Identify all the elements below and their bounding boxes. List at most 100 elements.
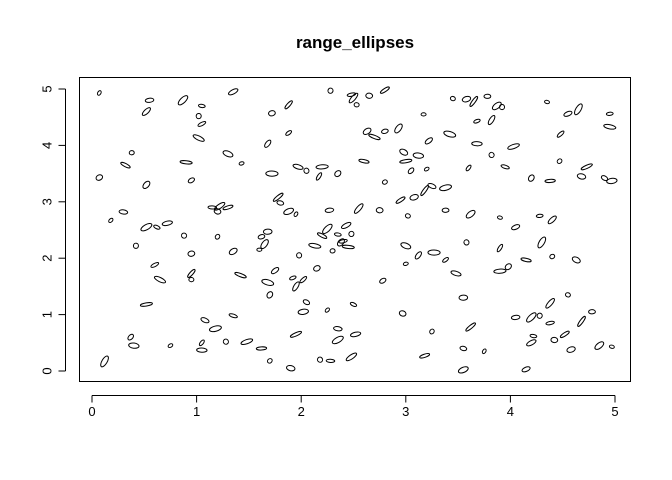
data-point xyxy=(365,92,374,99)
x-axis: 0 1 2 3 4 5 xyxy=(88,395,619,419)
data-point xyxy=(511,224,521,231)
data-point xyxy=(187,268,196,278)
data-point xyxy=(144,97,155,103)
data-point xyxy=(128,342,140,349)
data-point xyxy=(556,130,565,138)
data-point xyxy=(333,326,343,332)
data-point xyxy=(222,150,234,158)
data-point xyxy=(441,207,450,213)
data-point xyxy=(550,336,559,344)
data-point xyxy=(527,174,535,182)
data-point xyxy=(461,95,472,103)
data-point xyxy=(423,166,430,172)
data-point xyxy=(270,267,280,275)
data-point xyxy=(336,238,345,247)
data-point xyxy=(483,93,492,99)
data-point xyxy=(429,328,435,335)
data-point xyxy=(238,161,245,166)
data-point xyxy=(404,213,411,219)
data-point xyxy=(188,277,195,283)
data-point xyxy=(200,317,210,324)
data-point xyxy=(197,121,207,127)
data-point xyxy=(537,236,547,249)
data-point xyxy=(256,247,263,252)
data-point xyxy=(348,92,359,104)
data-point xyxy=(292,281,300,292)
x-tick-label: 0 xyxy=(88,404,95,419)
data-point xyxy=(463,239,470,246)
data-point xyxy=(487,114,496,126)
y-tick-label: 0 xyxy=(40,367,55,374)
data-point xyxy=(420,184,429,197)
data-point xyxy=(167,343,174,348)
data-point xyxy=(603,123,617,130)
x-tick-label: 3 xyxy=(402,404,409,419)
data-point xyxy=(266,291,274,299)
data-point xyxy=(118,209,129,215)
data-point xyxy=(588,309,596,315)
data-point xyxy=(608,344,615,349)
data-point xyxy=(316,232,328,239)
data-point xyxy=(469,95,479,107)
data-point xyxy=(308,242,322,249)
y-tick-label: 4 xyxy=(40,142,55,149)
data-point xyxy=(481,348,487,355)
data-points xyxy=(95,86,618,374)
data-point xyxy=(108,217,114,224)
data-point xyxy=(510,314,521,321)
data-point xyxy=(526,312,537,323)
data-point xyxy=(496,215,503,220)
data-point xyxy=(520,257,532,263)
data-point xyxy=(286,364,296,372)
x-tick-label: 1 xyxy=(193,404,200,419)
data-point xyxy=(488,151,495,159)
data-point xyxy=(465,164,472,172)
data-point xyxy=(266,358,273,364)
data-point xyxy=(340,221,352,230)
y-tick-label: 2 xyxy=(40,255,55,262)
data-point xyxy=(276,200,285,206)
data-point xyxy=(379,86,390,94)
data-point xyxy=(535,213,544,219)
data-point xyxy=(120,161,131,169)
data-point xyxy=(222,204,234,211)
data-point xyxy=(504,263,512,271)
data-point xyxy=(96,90,102,96)
data-point xyxy=(140,222,153,232)
data-point xyxy=(180,232,188,239)
data-point xyxy=(197,103,206,109)
data-point xyxy=(208,325,222,333)
data-point xyxy=(316,356,324,363)
data-point xyxy=(345,352,358,362)
data-point xyxy=(545,320,555,326)
data-point xyxy=(153,275,167,284)
data-point xyxy=(348,230,355,238)
data-point xyxy=(350,331,362,338)
data-point xyxy=(132,242,139,249)
data-point xyxy=(398,310,407,317)
data-point xyxy=(303,167,310,174)
data-point xyxy=(544,99,550,105)
data-point xyxy=(566,346,576,353)
data-point xyxy=(353,203,364,214)
data-point xyxy=(234,271,247,279)
data-point xyxy=(407,167,415,175)
data-point xyxy=(500,164,510,170)
data-point xyxy=(333,232,342,237)
data-point xyxy=(577,315,586,327)
x-tick-label: 5 xyxy=(611,404,618,419)
data-point xyxy=(379,277,387,284)
data-point xyxy=(228,313,238,319)
data-point xyxy=(315,172,323,181)
data-point xyxy=(141,107,151,116)
data-point xyxy=(526,339,537,347)
data-point xyxy=(427,182,437,190)
data-point xyxy=(395,196,406,204)
data-point xyxy=(414,251,422,260)
data-point xyxy=(381,179,388,185)
data-point xyxy=(605,111,614,116)
data-point xyxy=(214,233,221,240)
data-point xyxy=(289,330,303,338)
data-point xyxy=(285,130,293,136)
data-point xyxy=(341,244,355,250)
